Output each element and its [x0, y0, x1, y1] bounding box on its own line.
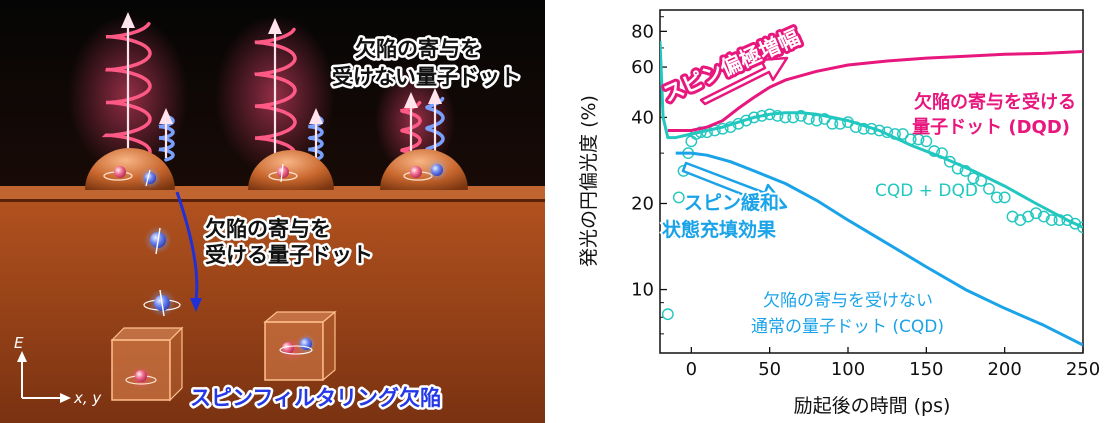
- cqd-dqd-data-point: [1030, 207, 1042, 220]
- x-axis-label: 励起後の時間 (ps): [794, 395, 951, 417]
- x-tick-label-100: 100: [831, 359, 865, 380]
- cqd-dqd-data-point: [685, 135, 698, 148]
- quantum-dot-illustration: E x, y 欠陥の寄与を 受けない量子ドット 欠陥の寄与を 受ける量子ドット …: [0, 0, 545, 423]
- cqd-dqd-label: CQD + DQD: [875, 181, 978, 201]
- blue-helix-2: [307, 114, 324, 162]
- cqd-dqd-data-point: [1006, 210, 1019, 223]
- quantum-dot-2: [248, 150, 334, 190]
- cqd-dqd-data-point: [771, 109, 784, 122]
- cqd-curve: [675, 151, 1083, 347]
- pink-helix-1-arrowhead: [121, 12, 135, 28]
- non-defect-dot-label-line2: 受けない量子ドット: [332, 65, 521, 89]
- non-defect-dot-label-line1: 欠陥の寄与を: [355, 37, 481, 61]
- blue-helix-1: [158, 114, 175, 162]
- cqd-label-line2: 通常の量子ドット (CQD): [751, 317, 944, 337]
- cqd-dqd-data-point: [873, 124, 886, 137]
- illustration-substrate: [0, 196, 545, 423]
- spin-relaxation-label-line2: 状態充填効果: [662, 218, 776, 241]
- electron-spins-transferring: [143, 226, 181, 317]
- x-tick-label-250: 250: [1066, 359, 1100, 380]
- energy-position-axes: [17, 351, 71, 403]
- cqd-dqd-data-point: [795, 109, 807, 122]
- defect-dot-label-line1: 欠陥の寄与を: [205, 217, 331, 241]
- dqd-label-line2: 量子ドット (DQD): [912, 116, 1070, 138]
- cqd-dqd-data-point: [666, 225, 679, 238]
- spin-transfer-arrow: [175, 191, 199, 301]
- cqd-dqd-data-point: [998, 191, 1011, 204]
- cqd-label-line1: 欠陥の寄与を受けない: [763, 291, 933, 311]
- x-tick-label-200: 200: [987, 359, 1021, 380]
- energy-axis-label: E: [14, 334, 24, 352]
- y-tick-label-80: 80: [631, 21, 654, 42]
- y-tick-label-10: 10: [631, 280, 654, 301]
- y-tick-label-60: 60: [631, 57, 654, 78]
- defect-dot-label-line2: 受ける量子ドット: [205, 243, 373, 267]
- x-tick-label-150: 150: [909, 359, 943, 380]
- position-axis-label: x, y: [73, 389, 102, 407]
- spin-amplification-arrow: [699, 56, 789, 106]
- cqd-dqd-data-point: [912, 133, 925, 146]
- plot-frame: [659, 9, 1084, 354]
- spin-filtering-defect-label: スピンフィルタリング欠陥: [190, 386, 441, 410]
- cqd-dqd-data-point: [990, 191, 1003, 204]
- dqd-label-line1: 欠陥の寄与を受ける: [914, 91, 1076, 113]
- blue-helix-2-arrowhead: [309, 108, 323, 124]
- carrier-spins-in-dots: [103, 159, 448, 189]
- blue-helix-1-arrowhead: [159, 108, 173, 124]
- cqd-dqd-fit-curve: [660, 40, 1083, 229]
- cqd-dqd-data-point: [1061, 214, 1074, 226]
- cqd-dqd-data-point: [967, 172, 980, 185]
- cqd-dqd-data-point: [896, 128, 909, 140]
- cqd-dqd-data-point: [1037, 210, 1050, 223]
- pink-helix-2-arrowhead: [268, 18, 282, 34]
- cqd-dqd-data-point: [1045, 214, 1058, 226]
- y-tick-label-40: 40: [631, 107, 654, 128]
- dqd-curve: [667, 50, 1083, 132]
- cqd-dqd-data-point: [920, 135, 933, 148]
- cqd-dqd-data-point: [1014, 214, 1027, 226]
- pink-helix-3-arrowhead: [404, 92, 418, 108]
- cqd-dqd-data-point: [1022, 210, 1035, 223]
- cqd-dqd-data-point: [661, 308, 674, 321]
- cqd-dqd-data-point: [857, 122, 870, 135]
- spin-filtering-defect-1: [110, 326, 184, 402]
- spin-relaxation-label-line1: スピン緩和: [684, 191, 779, 214]
- spin-relaxation-arrow: [681, 161, 788, 213]
- blue-helix-3-arrowhead: [428, 88, 442, 104]
- x-tick-label-0: 0: [686, 359, 697, 380]
- data-series: [660, 40, 1083, 347]
- quantum-dot-3: [380, 149, 468, 190]
- spin-filtering-defect-2: [263, 310, 337, 382]
- y-tick-label-20: 20: [631, 193, 654, 214]
- x-tick-label-50: 50: [758, 359, 781, 380]
- cqd-dqd-data-point: [1077, 221, 1083, 234]
- cqd-dqd-data-point: [672, 191, 685, 204]
- y-axis-label: 発光の円偏光度 (%): [578, 95, 600, 267]
- cqd-dqd-data-point: [983, 182, 995, 195]
